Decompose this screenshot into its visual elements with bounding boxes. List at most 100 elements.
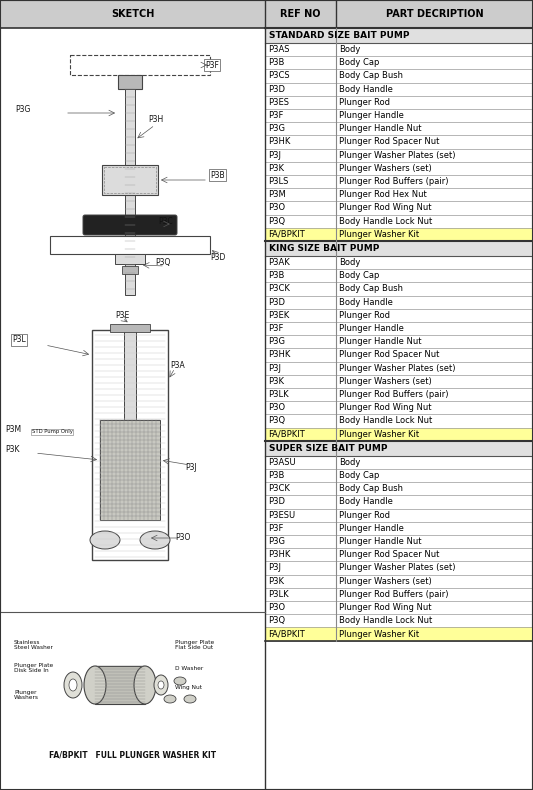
Text: P3K: P3K (268, 164, 284, 173)
Text: Plunger Washer Plates (set): Plunger Washer Plates (set) (339, 363, 455, 373)
Bar (265, 441, 533, 456)
Bar (104, 167, 156, 193)
Text: P3B: P3B (268, 58, 284, 67)
Text: STANDARD SIZE BAIT PUMP: STANDARD SIZE BAIT PUMP (269, 31, 409, 40)
Text: SKETCH: SKETCH (111, 9, 154, 19)
Text: P3HK: P3HK (268, 351, 290, 359)
Text: P3J: P3J (185, 464, 197, 472)
Text: Body Cap Bush: Body Cap Bush (339, 284, 403, 294)
Text: Plunger Washers (set): Plunger Washers (set) (339, 164, 432, 173)
Text: P3J: P3J (268, 363, 281, 373)
Ellipse shape (64, 672, 82, 698)
Bar (110, 324, 150, 332)
Text: P3J: P3J (268, 151, 281, 160)
Text: Stainless
Steel Washer: Stainless Steel Washer (14, 640, 53, 650)
Ellipse shape (90, 531, 120, 549)
Text: Plunger Washers (set): Plunger Washers (set) (339, 577, 432, 585)
Text: P3LS: P3LS (268, 177, 288, 186)
Text: P3LK: P3LK (268, 590, 288, 599)
Text: P3Q: P3Q (268, 616, 285, 626)
Text: P3G: P3G (268, 337, 285, 346)
Text: P3J: P3J (268, 563, 281, 573)
Bar (125, 89, 135, 295)
Text: Plunger Handle: Plunger Handle (339, 111, 403, 120)
Text: P3B: P3B (268, 271, 284, 280)
Text: Body: Body (339, 458, 360, 467)
Text: P3O: P3O (268, 404, 285, 412)
Ellipse shape (69, 679, 77, 691)
Bar (265, 427, 533, 441)
Text: Body: Body (339, 45, 360, 54)
Text: P3Q: P3Q (268, 416, 285, 426)
Text: Body Handle Lock Nut: Body Handle Lock Nut (339, 416, 432, 426)
Text: P3O: P3O (175, 533, 190, 543)
Bar (100, 420, 160, 520)
Text: P3CS: P3CS (268, 72, 289, 81)
Text: P3F: P3F (205, 61, 219, 70)
Text: Plunger Handle: Plunger Handle (339, 524, 403, 533)
Bar (124, 330, 136, 520)
Text: Body Cap Bush: Body Cap Bush (339, 72, 403, 81)
Text: P3Q: P3Q (268, 216, 285, 226)
Text: P3F: P3F (268, 324, 283, 333)
Text: PART DECRIPTION: PART DECRIPTION (385, 9, 483, 19)
Ellipse shape (154, 675, 168, 695)
Bar (265, 241, 533, 256)
Bar (265, 627, 533, 641)
Text: Plunger Handle Nut: Plunger Handle Nut (339, 337, 421, 346)
Bar (265, 28, 533, 43)
Text: P3M: P3M (5, 426, 21, 434)
Text: P3H: P3H (148, 115, 163, 125)
Bar (122, 266, 138, 274)
Text: P3HK: P3HK (268, 137, 290, 146)
Text: Plunger Washers (set): Plunger Washers (set) (339, 377, 432, 386)
Ellipse shape (134, 666, 156, 704)
Text: FA/BPKIT: FA/BPKIT (268, 230, 305, 239)
Ellipse shape (84, 666, 106, 704)
Text: P3K: P3K (268, 577, 284, 585)
Text: Body: Body (339, 258, 360, 267)
Text: P3K: P3K (5, 446, 20, 454)
Text: FA/BPKIT   FULL PLUNGER WASHER KIT: FA/BPKIT FULL PLUNGER WASHER KIT (49, 750, 216, 759)
Text: P3A: P3A (170, 360, 185, 370)
Text: Plunger Rod Spacer Nut: Plunger Rod Spacer Nut (339, 551, 439, 559)
Text: FA/BPKIT: FA/BPKIT (268, 430, 305, 438)
Text: P3HK: P3HK (268, 551, 290, 559)
Text: P3E: P3E (115, 310, 129, 319)
Text: Plunger Handle: Plunger Handle (339, 324, 403, 333)
Text: Plunger Washer Plates (set): Plunger Washer Plates (set) (339, 151, 455, 160)
Text: SUPER SIZE BAIT PUMP: SUPER SIZE BAIT PUMP (269, 444, 387, 453)
Text: Plunger Rod: Plunger Rod (339, 98, 390, 107)
Text: Plunger Washer Kit: Plunger Washer Kit (339, 230, 419, 239)
Text: Body Handle: Body Handle (339, 498, 393, 506)
Text: Plunger Washer Kit: Plunger Washer Kit (339, 430, 419, 438)
Text: P3G: P3G (15, 106, 30, 115)
Text: Plunger Rod Buffers (pair): Plunger Rod Buffers (pair) (339, 177, 448, 186)
Text: Body Cap: Body Cap (339, 271, 379, 280)
Bar (102, 165, 158, 195)
Bar (95, 666, 145, 704)
Text: Plunger Rod Wing Nut: Plunger Rod Wing Nut (339, 603, 431, 612)
Text: P3O: P3O (268, 204, 285, 213)
Bar (92, 330, 168, 560)
Text: P3G: P3G (268, 537, 285, 546)
Text: Plunger Washer Kit: Plunger Washer Kit (339, 630, 419, 638)
Text: Plunger Plate
Flat Side Out: Plunger Plate Flat Side Out (175, 640, 214, 650)
Text: P3D: P3D (268, 85, 285, 94)
Text: P3CK: P3CK (268, 484, 290, 493)
Text: KING SIZE BAIT PUMP: KING SIZE BAIT PUMP (269, 244, 379, 253)
Text: Body Cap: Body Cap (339, 58, 379, 67)
Text: P3EK: P3EK (268, 311, 289, 320)
Text: Body Cap Bush: Body Cap Bush (339, 484, 403, 493)
Text: P3L: P3L (12, 336, 26, 344)
Text: P3ES: P3ES (268, 98, 289, 107)
Text: P3G: P3G (268, 124, 285, 134)
Text: Plunger Handle Nut: Plunger Handle Nut (339, 124, 421, 134)
Text: Plunger Handle Nut: Plunger Handle Nut (339, 537, 421, 546)
Text: Plunger
Washers: Plunger Washers (14, 690, 39, 701)
Text: P3C: P3C (158, 217, 173, 227)
Text: Plunger Rod Hex Nut: Plunger Rod Hex Nut (339, 190, 426, 199)
Text: P3LK: P3LK (268, 390, 288, 399)
Text: P3AK: P3AK (268, 258, 289, 267)
Text: Plunger Rod Spacer Nut: Plunger Rod Spacer Nut (339, 137, 439, 146)
